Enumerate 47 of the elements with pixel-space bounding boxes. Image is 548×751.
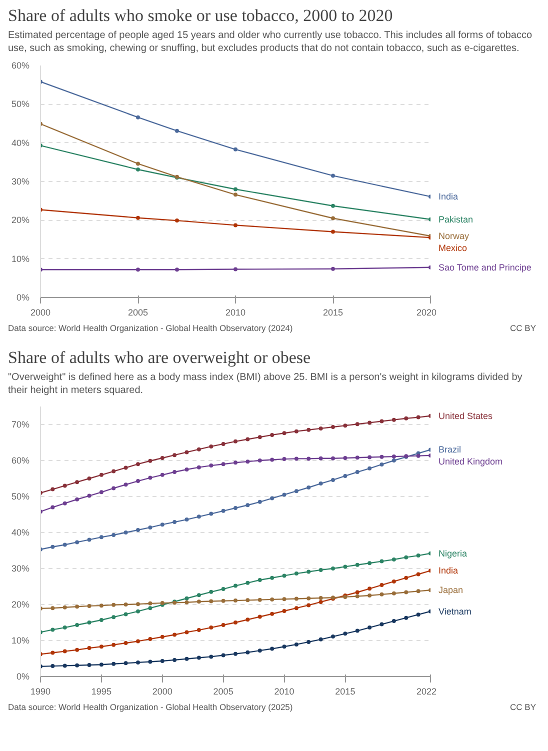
- x-tick-label: 2000: [152, 686, 172, 697]
- x-tick-label: 2010: [225, 307, 246, 318]
- y-tick-label: 60%: [11, 60, 30, 70]
- x-tick-label: 1990: [30, 686, 51, 697]
- y-tick-label: 0%: [16, 672, 30, 682]
- y-tick-label: 10%: [11, 636, 30, 646]
- series-label: Norway: [438, 230, 470, 241]
- chart-title: Share of adults who smoke or use tobacco, 2000 to 2020: [8, 6, 394, 26]
- series-label: Pakistan: [438, 214, 474, 224]
- series-label: United States: [438, 411, 494, 422]
- series-label: Japan: [438, 585, 464, 596]
- x-tick-label: 2010: [274, 686, 294, 697]
- y-tick-label: 20%: [11, 600, 30, 610]
- x-tick-label: 2005: [128, 307, 148, 318]
- y-tick-label: 20%: [11, 214, 30, 225]
- y-tick-label: 30%: [11, 564, 30, 574]
- y-tick-label: 50%: [11, 98, 30, 109]
- x-tick-label: 2015: [322, 307, 344, 318]
- y-tick-label: 0%: [16, 292, 30, 302]
- x-tick-label: 2005: [213, 686, 234, 697]
- y-tick-label: 60%: [11, 456, 30, 466]
- chart-subtitle: "Overweight" is defined here as a body mass index (BMI) above 25. BMI is a person's weight in kilograms divided by their height in meters squared.: [8, 371, 524, 398]
- y-tick-label: 50%: [11, 492, 30, 502]
- series-label: United Kingdom: [438, 456, 503, 467]
- series-label: India: [438, 191, 458, 202]
- series-label: India: [438, 566, 458, 576]
- y-tick-label: 10%: [11, 253, 30, 264]
- y-tick-label: 70%: [11, 420, 30, 430]
- y-tick-label: 40%: [11, 528, 30, 538]
- series-label: Brazil: [438, 444, 462, 455]
- chart-subtitle: Estimated percentage of people aged 15 years and older who currently use tobacco. This includes all forms of tobacco use, such as smoking, chewing or snuffing, but excludes products that do not contain tobacco, such as e-cigarettes.: [8, 29, 534, 56]
- chart-title: Share of adults who are overweight or obese: [8, 348, 312, 368]
- source-note: Data source: World Health Organization - Global Health Observatory (2024): [8, 322, 293, 334]
- y-tick-label: 40%: [11, 137, 30, 148]
- x-tick-label: 2000: [30, 307, 51, 318]
- series-label: Nigeria: [438, 548, 468, 559]
- source-note: Data source: World Health Organization - Global Health Observatory (2025): [8, 701, 293, 714]
- text: CC BY: [510, 701, 536, 714]
- x-tick-label: 2020: [416, 307, 437, 318]
- x-tick-label: 1995: [91, 686, 112, 697]
- series-label: Sao Tome and Principe: [438, 262, 532, 272]
- x-tick-label: 2015: [335, 686, 356, 697]
- y-tick-label: 30%: [11, 176, 30, 186]
- x-tick-label: 2022: [416, 686, 437, 697]
- series-label: Mexico: [438, 242, 468, 253]
- text: CC BY: [510, 322, 536, 334]
- series-label: Vietnam: [438, 606, 472, 617]
